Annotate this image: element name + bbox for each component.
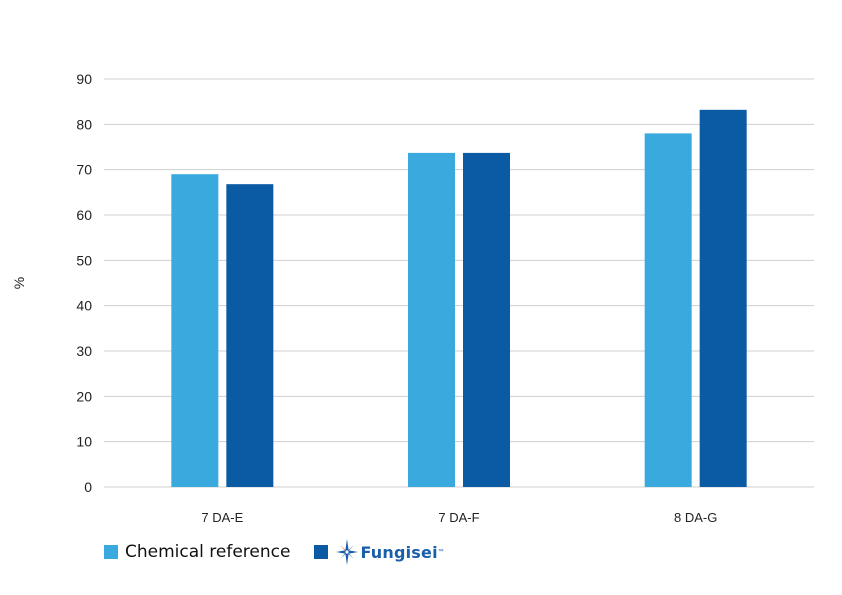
y-tick-label: 20 <box>76 388 92 404</box>
legend-item-fungisei: Fungisei ™ <box>314 538 444 566</box>
fungisei-logo-wordmark: Fungisei <box>360 542 438 562</box>
legend-swatch-fungisei <box>314 545 329 559</box>
bar <box>644 133 692 487</box>
bar <box>171 174 219 487</box>
compass-star-icon <box>336 539 359 565</box>
y-axis-label: % <box>11 277 27 289</box>
bar <box>408 152 455 488</box>
bar <box>463 152 510 488</box>
y-tick-label: 40 <box>76 298 92 314</box>
bar <box>699 109 747 488</box>
y-tick-label: 30 <box>76 343 92 359</box>
legend-label-chemical-reference: Chemical reference <box>125 542 291 562</box>
x-category-label: 7 DA-E <box>201 510 243 525</box>
y-tick-label: 80 <box>76 116 92 132</box>
trademark-mark: ™ <box>437 549 444 555</box>
legend: Chemical reference Fungisei ™ <box>104 538 468 566</box>
y-tick-label: 70 <box>76 162 92 178</box>
y-tick-label: 90 <box>76 71 92 87</box>
bar <box>226 184 274 487</box>
x-category-label: 7 DA-F <box>438 510 479 525</box>
y-tick-label: 0 <box>84 479 92 495</box>
y-tick-label: 60 <box>76 207 92 223</box>
legend-swatch-chemical-reference <box>104 545 118 559</box>
y-tick-label: 50 <box>76 252 92 268</box>
x-category-label: 8 DA-G <box>674 510 717 525</box>
bars <box>171 109 747 488</box>
x-axis-categories: 7 DA-E 7 DA-F 8 DA-G <box>201 510 717 525</box>
gridlines <box>104 78 814 488</box>
y-tick-label: 10 <box>76 434 92 450</box>
legend-item-chemical-reference: Chemical reference <box>104 542 290 562</box>
y-axis-ticks: 0 10 20 30 40 50 60 70 80 90 <box>76 71 92 495</box>
fungisei-logo: Fungisei ™ <box>335 538 444 566</box>
